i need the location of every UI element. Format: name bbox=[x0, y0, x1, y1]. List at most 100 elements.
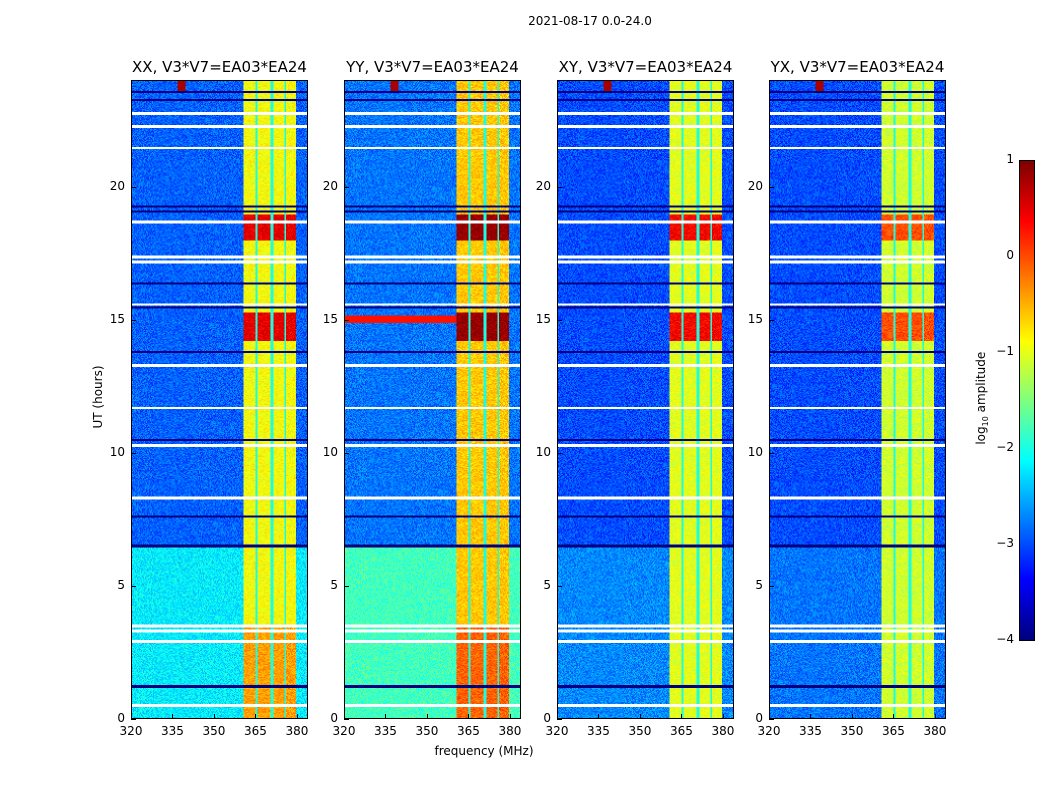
y-tick-mark bbox=[344, 452, 349, 454]
y-tick-mark bbox=[557, 585, 562, 587]
y-tick-mark bbox=[557, 719, 562, 720]
y-tick-mark bbox=[557, 452, 562, 454]
colorbar-tick-label: −3 bbox=[996, 536, 1014, 550]
y-tick-label: 5 bbox=[330, 577, 338, 592]
x-tick-label: 335 bbox=[587, 724, 610, 738]
x-tick-mark bbox=[810, 714, 812, 719]
y-tick-label: 0 bbox=[117, 711, 125, 725]
y-tick-label: 10 bbox=[109, 444, 125, 459]
x-tick-mark bbox=[213, 714, 215, 719]
y-tick-label: 10 bbox=[322, 444, 338, 459]
y-tick-mark bbox=[557, 319, 562, 321]
y-tick-mark bbox=[131, 585, 136, 587]
y-tick-mark bbox=[344, 585, 349, 587]
x-tick-label: 320 bbox=[332, 724, 356, 738]
x-tick-mark bbox=[934, 714, 936, 719]
heatmap-panel-4 bbox=[769, 80, 946, 719]
y-tick-label: 5 bbox=[117, 577, 125, 592]
y-tick-label: 15 bbox=[747, 311, 763, 326]
y-tick-label: 15 bbox=[109, 311, 125, 326]
heatmap-panel-1 bbox=[131, 80, 308, 719]
figure-title: 2021-08-17 0.0-24.0 bbox=[528, 14, 652, 28]
heatmap-panel-2 bbox=[344, 80, 521, 719]
panel-title: XX, V3*V7=EA03*EA24 bbox=[132, 58, 307, 76]
y-tick-mark bbox=[769, 452, 774, 454]
y-tick-mark bbox=[769, 319, 774, 321]
x-tick-mark bbox=[426, 714, 428, 719]
x-tick-label: 350 bbox=[415, 724, 439, 738]
y-tick-label: 0 bbox=[543, 711, 551, 725]
x-tick-label: 380 bbox=[498, 724, 522, 738]
x-tick-label: 365 bbox=[457, 724, 480, 738]
y-tick-label: 5 bbox=[755, 577, 763, 592]
x-tick-label: 335 bbox=[374, 724, 397, 738]
x-tick-label: 380 bbox=[923, 724, 947, 738]
colorbar-tick-label: −1 bbox=[996, 344, 1014, 358]
y-tick-label: 10 bbox=[535, 444, 551, 459]
x-tick-mark bbox=[468, 714, 470, 719]
y-axis-label: UT (hours) bbox=[91, 365, 105, 429]
y-tick-label: 0 bbox=[755, 711, 763, 725]
heatmap-panel-3 bbox=[557, 80, 734, 719]
x-tick-label: 350 bbox=[840, 724, 864, 738]
y-tick-mark bbox=[131, 319, 136, 321]
panel-title: YY, V3*V7=EA03*EA24 bbox=[346, 58, 519, 76]
x-tick-label: 320 bbox=[545, 724, 569, 738]
y-tick-label: 10 bbox=[747, 444, 763, 459]
y-tick-mark bbox=[131, 186, 136, 188]
x-tick-mark bbox=[509, 714, 511, 719]
x-tick-label: 320 bbox=[757, 724, 781, 738]
colorbar-label-rest: amplitude bbox=[973, 351, 988, 417]
y-tick-label: 20 bbox=[747, 178, 763, 193]
y-tick-label: 15 bbox=[322, 311, 338, 326]
x-tick-mark bbox=[722, 714, 724, 719]
y-tick-mark bbox=[131, 719, 136, 720]
x-tick-mark bbox=[557, 714, 558, 719]
x-tick-mark bbox=[893, 714, 895, 719]
y-tick-mark bbox=[344, 186, 349, 188]
y-tick-mark bbox=[557, 186, 562, 188]
x-tick-label: 335 bbox=[161, 724, 184, 738]
colorbar-tick-label: 0 bbox=[1006, 248, 1014, 262]
y-tick-label: 20 bbox=[109, 178, 125, 193]
x-tick-label: 365 bbox=[244, 724, 267, 738]
x-tick-label: 320 bbox=[119, 724, 143, 738]
x-tick-label: 365 bbox=[670, 724, 693, 738]
x-tick-label: 335 bbox=[799, 724, 822, 738]
colorbar-tick-label: −2 bbox=[996, 440, 1014, 454]
y-tick-label: 0 bbox=[330, 711, 338, 725]
x-tick-label: 350 bbox=[628, 724, 652, 738]
x-tick-mark bbox=[639, 714, 641, 719]
x-tick-mark bbox=[681, 714, 683, 719]
y-tick-mark bbox=[131, 452, 136, 454]
y-tick-label: 5 bbox=[543, 577, 551, 592]
y-tick-mark bbox=[344, 719, 349, 720]
x-tick-mark bbox=[851, 714, 853, 719]
x-tick-mark bbox=[131, 714, 132, 719]
x-tick-label: 380 bbox=[285, 724, 309, 738]
colorbar-tick-label: −4 bbox=[996, 632, 1014, 646]
colorbar-tick-label: 1 bbox=[1006, 152, 1014, 166]
x-tick-mark bbox=[296, 714, 298, 719]
x-tick-mark bbox=[769, 714, 770, 719]
y-tick-mark bbox=[769, 186, 774, 188]
y-tick-label: 20 bbox=[322, 178, 338, 193]
y-tick-mark bbox=[344, 319, 349, 321]
y-tick-mark bbox=[769, 719, 774, 720]
panel-title: XY, V3*V7=EA03*EA24 bbox=[558, 58, 733, 76]
x-tick-label: 350 bbox=[202, 724, 226, 738]
panel-title: YX, V3*V7=EA03*EA24 bbox=[770, 58, 945, 76]
x-tick-label: 365 bbox=[882, 724, 905, 738]
y-tick-label: 15 bbox=[535, 311, 551, 326]
colorbar-label-sub: 10 bbox=[981, 416, 991, 427]
x-tick-mark bbox=[385, 714, 387, 719]
x-tick-mark bbox=[598, 714, 600, 719]
x-axis-label: frequency (MHz) bbox=[434, 744, 534, 758]
x-tick-mark bbox=[344, 714, 345, 719]
x-tick-label: 380 bbox=[711, 724, 735, 738]
y-tick-mark bbox=[769, 585, 774, 587]
x-tick-mark bbox=[172, 714, 174, 719]
y-tick-label: 20 bbox=[535, 178, 551, 193]
x-tick-mark bbox=[255, 714, 257, 719]
